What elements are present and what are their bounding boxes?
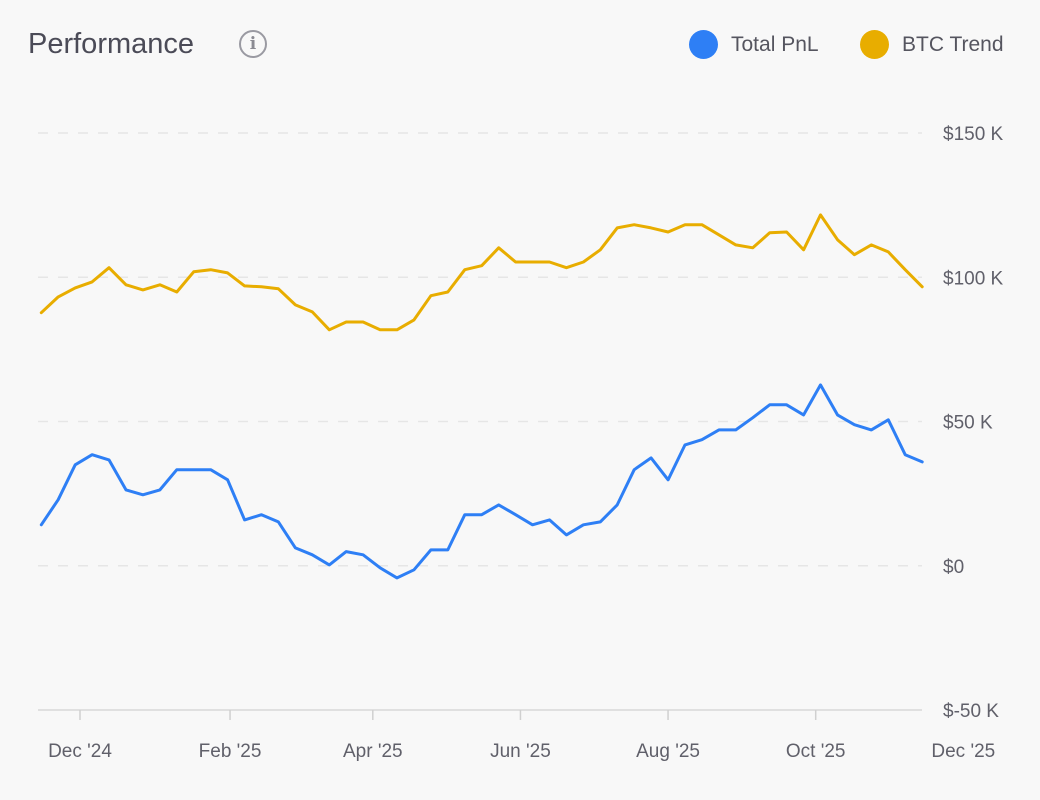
x-tick-label: Dec '25 — [931, 741, 995, 762]
y-tick-label: $100 K — [943, 268, 1004, 289]
x-tick-label: Dec '24 — [48, 741, 112, 762]
x-tick-label: Aug '25 — [636, 741, 700, 762]
y-tick-label: $150 K — [943, 124, 1004, 145]
x-tick-label: Oct '25 — [786, 741, 846, 762]
series-line-btc-trend — [39, 213, 924, 332]
legend-label: Total PnL — [731, 32, 819, 56]
y-tick-label: $50 K — [943, 413, 993, 434]
legend-item-total-pnl[interactable]: Total PnL — [689, 30, 819, 59]
x-tick-label: Jun '25 — [490, 741, 551, 762]
y-tick-label: $-50 K — [943, 701, 999, 722]
legend-label: BTC Trend — [902, 32, 1004, 56]
legend-item-btc-trend[interactable]: BTC Trend — [860, 30, 1004, 59]
legend-dot-icon — [689, 30, 718, 59]
x-tick-label: Apr '25 — [343, 741, 403, 762]
series-line-total-pnl — [39, 383, 924, 580]
info-icon[interactable]: i — [239, 30, 267, 58]
legend-dot-icon — [860, 30, 889, 59]
chart-title: Performance — [28, 28, 195, 60]
x-tick-label: Feb '25 — [199, 741, 262, 762]
y-tick-label: $0 — [943, 557, 964, 578]
